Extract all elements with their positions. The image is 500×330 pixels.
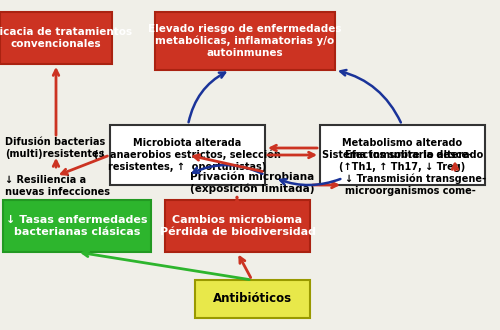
- Text: ↓ Tasas enfermedades
bacterianas clásicas: ↓ Tasas enfermedades bacterianas clásica…: [6, 215, 148, 237]
- Text: Cambios microbioma
Pérdida de biodiversidad: Cambios microbioma Pérdida de biodiversi…: [160, 215, 316, 237]
- Text: Antibióticos: Antibióticos: [213, 292, 292, 306]
- Text: ↓ Resiliencia a
nuevas infecciones: ↓ Resiliencia a nuevas infecciones: [5, 175, 110, 197]
- Text: ↓eficacia de tratamientos
convencionales: ↓eficacia de tratamientos convencionales: [0, 27, 132, 49]
- Text: Microbiota alterada
(↓ anaerobios estrictos, selección
resistentes, ↑  oportunis: Microbiota alterada (↓ anaerobios estric…: [94, 138, 281, 172]
- Text: Elevado riesgo de enfermedades
metabólicas, inflamatorias y/o
autoinmunes: Elevado riesgo de enfermedades metabólic…: [148, 24, 342, 58]
- Text: Difusión bacterias
(multi)resistentes: Difusión bacterias (multi)resistentes: [5, 137, 105, 159]
- FancyBboxPatch shape: [0, 12, 112, 64]
- Text: Privación microbiana
(exposición limitada): Privación microbiana (exposición limitad…: [190, 172, 314, 194]
- Text: ↓ Transmisión transgene-
microorganismos come-: ↓ Transmisión transgene- microorganismos…: [345, 174, 486, 196]
- Text: Efectos sobre la desce-: Efectos sobre la desce-: [345, 150, 472, 160]
- Text: Metabolismo alterado
Sistema inmunitario alterado
(↑Th1, ↑ Th17, ↓ Treg): Metabolismo alterado Sistema inmunitario…: [322, 138, 483, 172]
- FancyBboxPatch shape: [320, 125, 485, 185]
- FancyBboxPatch shape: [195, 280, 310, 318]
- FancyBboxPatch shape: [155, 12, 335, 70]
- FancyBboxPatch shape: [3, 200, 151, 252]
- FancyBboxPatch shape: [110, 125, 265, 185]
- FancyBboxPatch shape: [165, 200, 310, 252]
